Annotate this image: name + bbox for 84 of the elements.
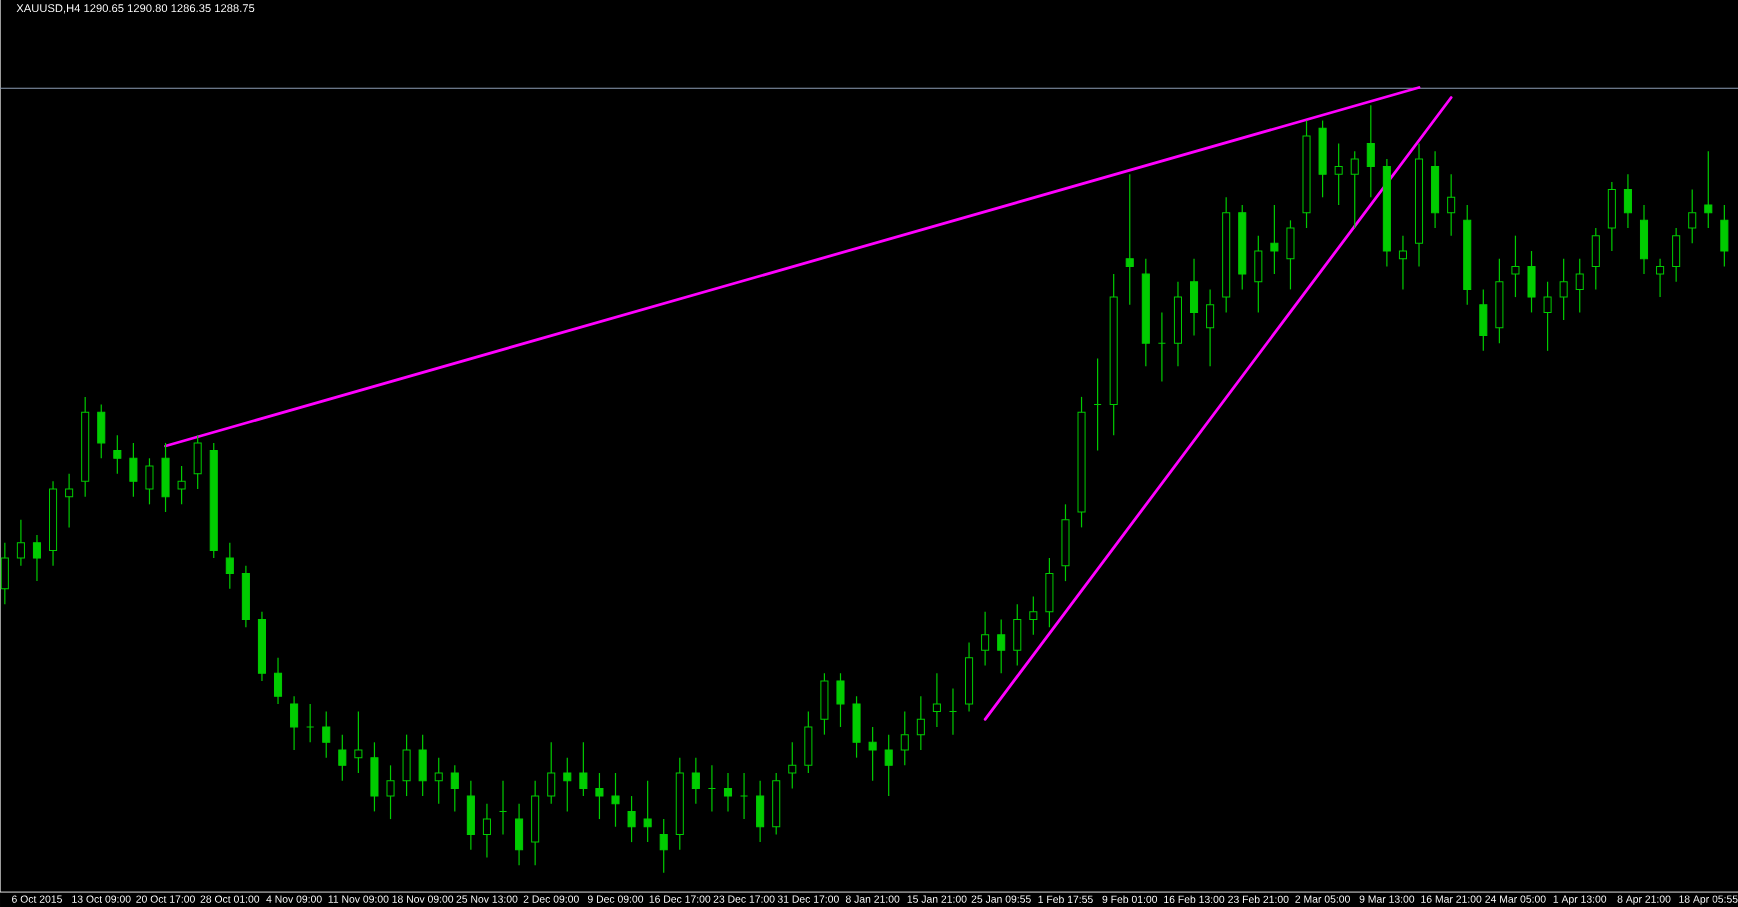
candlestick	[386, 764, 395, 820]
candlestick	[884, 734, 893, 797]
candlestick	[1206, 288, 1215, 367]
x-tick-label: 25 Nov 13:00	[456, 895, 518, 903]
candlestick	[482, 803, 491, 859]
x-tick-label: 9 Feb 01:00	[1102, 895, 1158, 904]
candlestick	[1350, 150, 1359, 229]
candlestick	[643, 780, 652, 843]
candlestick	[322, 711, 331, 759]
candlestick	[659, 818, 668, 874]
x-tick-label: 28 Oct 01:00	[200, 895, 260, 903]
x-tick-label: 1 Feb 17:55	[1038, 895, 1093, 904]
candlestick	[900, 711, 909, 766]
candlestick	[981, 611, 990, 667]
x-tick-label: 9 Mar 13:00	[1359, 895, 1415, 903]
candlestick	[627, 795, 636, 843]
x-tick-label: 31 Dec 17:00	[777, 895, 839, 903]
candlestick	[450, 764, 459, 813]
candlestick	[354, 711, 363, 774]
candlestick	[788, 741, 797, 789]
candlestick	[65, 473, 74, 528]
candlestick	[1125, 173, 1134, 306]
candlestick	[1447, 173, 1456, 237]
candlestick	[1398, 235, 1407, 291]
candlestick	[274, 657, 283, 705]
x-tick-label: 2 Dec 09:00	[523, 895, 579, 903]
candlestick	[932, 672, 941, 728]
x-tick-label: 15 Jan 21:00	[907, 895, 967, 903]
x-tick-label: 13 Oct 09:00	[72, 895, 131, 903]
x-tick-label: 16 Mar 21:00	[1421, 895, 1482, 903]
candlestick	[1029, 595, 1038, 636]
candlestick	[868, 726, 877, 782]
candlestick	[1157, 311, 1166, 383]
candlestick	[1511, 235, 1520, 298]
candlestick	[338, 734, 347, 782]
candlestick	[32, 534, 42, 582]
candlestick	[1334, 142, 1343, 206]
candlestick	[595, 772, 604, 820]
x-tick-label: 23 Dec 17:00	[713, 895, 775, 903]
candlestick	[1559, 258, 1568, 321]
x-tick-label: 6 Oct 2015	[12, 895, 62, 903]
candlestick	[611, 772, 620, 828]
x-tick-label: 2 Mar 05:00	[1295, 895, 1350, 903]
candlestick	[16, 519, 25, 567]
candlestick	[145, 457, 154, 505]
candlestick	[547, 741, 556, 805]
chart-title: XAUUSD,H4 1290.65 1290.80 1286.35 1288.75	[16, 4, 255, 14]
candlestick	[997, 618, 1006, 674]
candlestick	[1704, 150, 1713, 229]
candlestick	[579, 741, 588, 797]
candlestick	[836, 672, 845, 728]
candlestick	[740, 772, 749, 820]
candlestick	[1656, 258, 1665, 298]
candlestick	[1366, 104, 1375, 198]
x-tick-label: 9 Dec 09:00	[587, 895, 644, 903]
candlestick	[1623, 173, 1632, 229]
candlestick	[691, 757, 700, 805]
x-tick-label: 25 Jan 09:55	[971, 895, 1031, 903]
x-tick-label: 11 Nov 09:00	[328, 895, 389, 903]
x-tick-label: 24 Mar 05:00	[1485, 895, 1546, 903]
x-tick-label: 8 Jan 21:00	[845, 895, 900, 903]
x-tick-label: 8 Apr 21:00	[1617, 895, 1671, 905]
candlestick	[290, 695, 299, 751]
candlestick	[225, 542, 234, 590]
candlestick	[723, 772, 733, 813]
x-tick-label: 16 Feb 13:00	[1164, 895, 1225, 904]
candlestick	[434, 757, 443, 805]
candlestick	[177, 465, 186, 505]
x-tick-label: 1 Apr 13:00	[1553, 895, 1607, 905]
candlestick	[129, 442, 138, 498]
candlestick	[1543, 281, 1552, 352]
x-tick-label: 16 Dec 17:00	[649, 895, 711, 903]
x-tick-label: 20 Oct 17:00	[136, 895, 195, 903]
candlestick	[1270, 204, 1279, 275]
x-tick-label: 23 Feb 21:00	[1228, 895, 1289, 904]
x-tick-label: 18 Nov 09:00	[392, 895, 454, 903]
candlestick	[916, 695, 925, 751]
candlestick	[1575, 258, 1584, 314]
candlestick	[1688, 189, 1697, 244]
x-tick-label: 4 Nov 09:00	[266, 895, 322, 903]
x-tick-label: 18 Apr 05:55	[1679, 895, 1738, 905]
candlestick	[563, 757, 572, 813]
candlestick	[306, 703, 315, 743]
candlestick	[113, 434, 122, 475]
